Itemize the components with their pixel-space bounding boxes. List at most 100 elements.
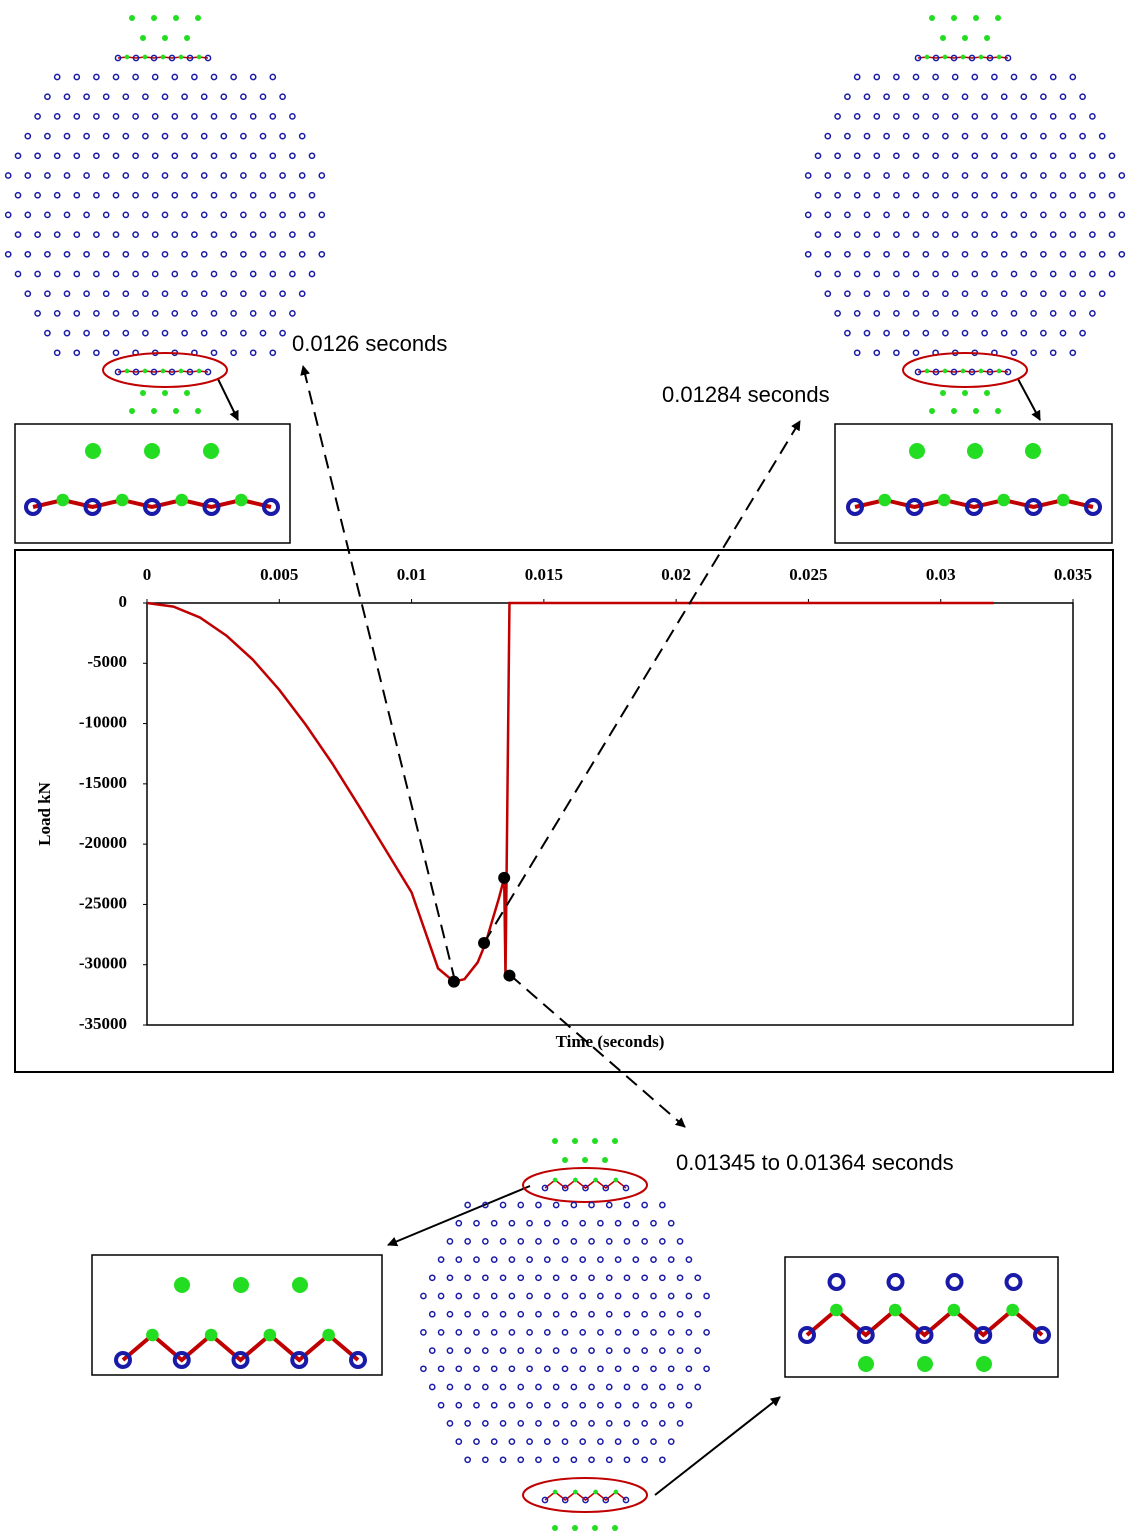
atom xyxy=(815,232,820,237)
atom xyxy=(500,1457,505,1462)
atom xyxy=(290,271,295,276)
atom xyxy=(616,1366,621,1371)
atom xyxy=(172,311,177,316)
atom xyxy=(874,232,879,237)
atom xyxy=(518,1202,523,1207)
atom xyxy=(280,212,285,217)
atom xyxy=(951,15,957,21)
atom xyxy=(571,1202,576,1207)
atom xyxy=(25,252,30,257)
atom xyxy=(1041,212,1046,217)
atom xyxy=(1070,74,1075,79)
atom xyxy=(104,173,109,178)
atom xyxy=(1070,350,1075,355)
atom xyxy=(660,1239,665,1244)
atom xyxy=(500,1275,505,1280)
atom xyxy=(686,1403,691,1408)
atom xyxy=(25,291,30,296)
atom xyxy=(74,193,79,198)
atom xyxy=(845,252,850,257)
atom xyxy=(25,212,30,217)
atom xyxy=(465,1348,470,1353)
atom xyxy=(997,55,1002,60)
atom xyxy=(943,291,948,296)
atom xyxy=(633,1257,638,1262)
atom xyxy=(184,390,190,396)
atom xyxy=(536,1312,541,1317)
atom xyxy=(1080,173,1085,178)
atom xyxy=(1070,232,1075,237)
atom xyxy=(967,443,983,459)
atom xyxy=(940,35,946,41)
atom xyxy=(858,1356,874,1372)
atom xyxy=(660,1202,665,1207)
atom xyxy=(447,1384,452,1389)
atom xyxy=(651,1439,656,1444)
atom xyxy=(553,1490,558,1495)
atom xyxy=(855,232,860,237)
atom xyxy=(84,291,89,296)
atom xyxy=(962,35,968,41)
atom xyxy=(972,193,977,198)
atom xyxy=(845,173,850,178)
atom xyxy=(290,114,295,119)
atom xyxy=(835,311,840,316)
atom xyxy=(492,1293,497,1298)
atom xyxy=(492,1403,497,1408)
atom xyxy=(45,212,50,217)
atom xyxy=(589,1275,594,1280)
atom xyxy=(598,1293,603,1298)
atom xyxy=(660,1275,665,1280)
atom xyxy=(162,252,167,257)
atom xyxy=(1060,134,1065,139)
atom xyxy=(143,94,148,99)
atom xyxy=(835,271,840,276)
atom xyxy=(1100,173,1105,178)
atom xyxy=(660,1421,665,1426)
atom xyxy=(593,1178,598,1183)
atom xyxy=(280,94,285,99)
atom xyxy=(536,1202,541,1207)
atom xyxy=(430,1348,435,1353)
atom xyxy=(251,114,256,119)
atom xyxy=(35,114,40,119)
atom xyxy=(651,1221,656,1226)
atom xyxy=(174,1277,190,1293)
atom xyxy=(280,291,285,296)
atom xyxy=(319,212,324,217)
arrow xyxy=(303,366,455,981)
atom xyxy=(554,1457,559,1462)
atom xyxy=(465,1384,470,1389)
atom xyxy=(1011,153,1016,158)
atom xyxy=(997,369,1002,374)
x-tick-label: 0.02 xyxy=(661,565,691,584)
atom xyxy=(923,291,928,296)
atom xyxy=(1060,212,1065,217)
atom xyxy=(172,271,177,276)
atom xyxy=(251,350,256,355)
atom xyxy=(474,1293,479,1298)
atom xyxy=(562,1293,567,1298)
atom xyxy=(607,1202,612,1207)
atom xyxy=(562,1221,567,1226)
atom xyxy=(571,1457,576,1462)
atom xyxy=(624,1312,629,1317)
atom xyxy=(518,1384,523,1389)
atom xyxy=(972,232,977,237)
atom xyxy=(74,271,79,276)
atom xyxy=(660,1348,665,1353)
atom xyxy=(554,1275,559,1280)
atom xyxy=(309,153,314,158)
atom xyxy=(270,271,275,276)
atom xyxy=(202,252,207,257)
atom xyxy=(1080,252,1085,257)
atom xyxy=(133,153,138,158)
atom xyxy=(923,212,928,217)
atom xyxy=(686,1330,691,1335)
atom xyxy=(1080,94,1085,99)
atom xyxy=(123,173,128,178)
atom xyxy=(642,1457,647,1462)
atom xyxy=(616,1221,621,1226)
atom xyxy=(143,369,148,374)
atom xyxy=(845,94,850,99)
